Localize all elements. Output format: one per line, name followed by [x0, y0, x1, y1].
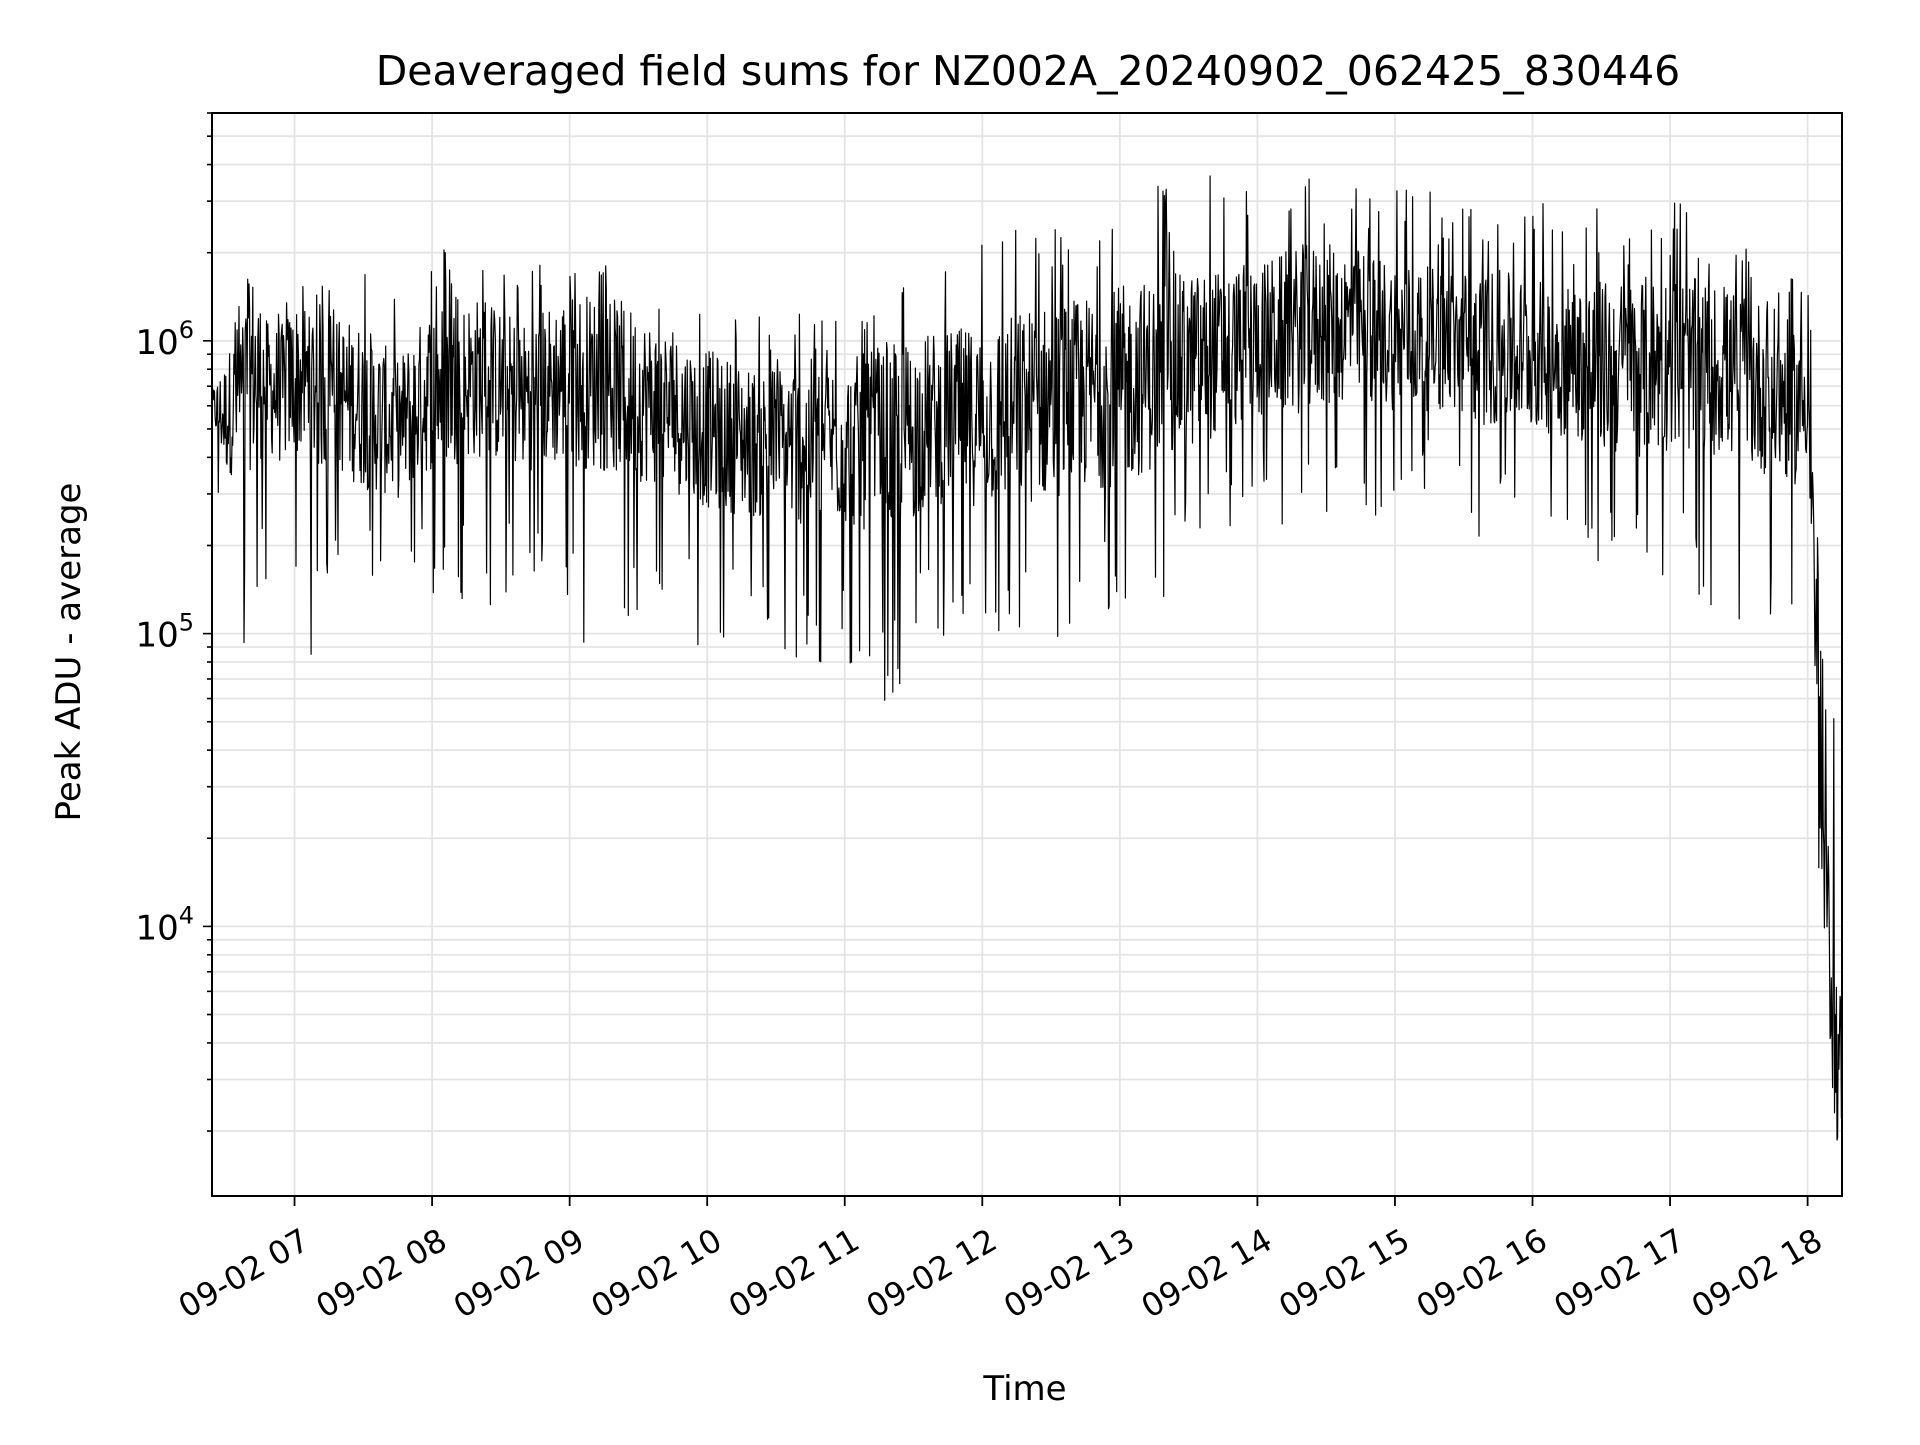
y-tick-label: 105	[135, 609, 194, 656]
y-tick-exponent: 4	[179, 901, 194, 929]
y-axis-label: Peak ADU - average	[49, 483, 89, 822]
y-tick-exponent: 6	[179, 316, 194, 344]
x-tick-label: 09-02 11	[722, 1221, 866, 1326]
x-tick-label: 09-02 12	[860, 1221, 1004, 1326]
y-tick-base: 10	[135, 616, 178, 656]
plot-frame	[211, 112, 1843, 1197]
x-tick-label: 09-02 15	[1272, 1221, 1416, 1326]
y-tick-label: 106	[135, 316, 194, 363]
y-tick-base: 10	[135, 323, 178, 363]
x-tick-label: 09-02 07	[172, 1221, 316, 1326]
x-tick-label: 09-02 08	[309, 1221, 453, 1326]
x-tick-label: 09-02 17	[1547, 1221, 1691, 1326]
chart-title: Deaveraged field sums for NZ002A_2024090…	[376, 47, 1681, 95]
x-tick-label: 09-02 18	[1685, 1221, 1829, 1326]
x-tick-label: 09-02 09	[447, 1221, 591, 1326]
x-tick-label: 09-02 10	[585, 1221, 729, 1326]
x-tick-label: 09-02 16	[1410, 1221, 1554, 1326]
series-layer	[211, 175, 1843, 1141]
y-tick-label: 104	[135, 901, 194, 948]
x-tick-label: 09-02 14	[1135, 1221, 1279, 1326]
grid-layer	[212, 112, 1842, 1196]
y-tick-base: 10	[135, 908, 178, 948]
y-tick-exponent: 5	[179, 609, 194, 637]
series-line	[211, 175, 1843, 1141]
x-axis-label: Time	[982, 1369, 1066, 1409]
x-tick-label: 09-02 13	[997, 1221, 1141, 1326]
